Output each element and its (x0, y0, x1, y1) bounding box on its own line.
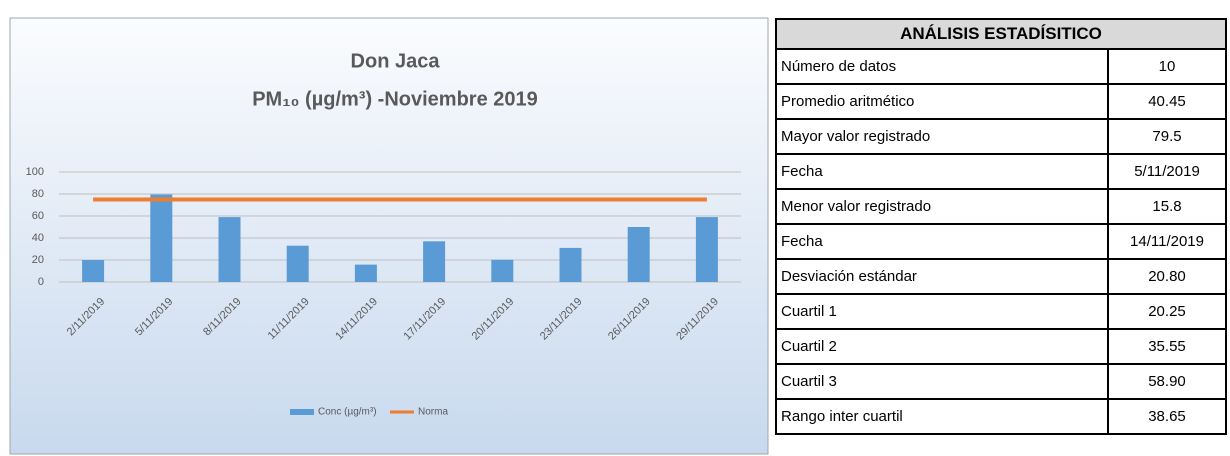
legend-label: Norma (418, 407, 448, 418)
stat-label: Menor valor registrado (775, 188, 1109, 225)
table-row: Cuartil 2 35.55 (775, 328, 1227, 365)
chart: Don Jaca PM₁₀ (µg/m³) -Noviembre 2019 0 2… (9, 17, 769, 455)
stat-label: Desviación estándar (775, 258, 1109, 295)
stat-value: 15.8 (1107, 188, 1227, 225)
bar (627, 227, 650, 282)
stat-label: Cuartil 3 (775, 363, 1109, 400)
legend-label: Conc (µg/m³) (318, 407, 377, 418)
y-tick-label: 40 (32, 232, 44, 244)
stat-label: Cuartil 2 (775, 328, 1109, 365)
table-row: Cuartil 1 20.25 (775, 293, 1227, 330)
table-row: Cuartil 3 58.90 (775, 363, 1227, 400)
bar (82, 260, 105, 282)
stat-value: 20.80 (1107, 258, 1227, 295)
chart-subtitle: PM₁₀ (µg/m³) -Noviembre 2019 (252, 88, 538, 110)
stat-label: Rango inter cuartil (775, 398, 1109, 435)
stat-value: 38.65 (1107, 398, 1227, 435)
y-tick-label: 100 (26, 166, 44, 178)
stat-label: Promedio aritmético (775, 83, 1109, 120)
stat-label: Fecha (775, 223, 1109, 260)
stat-value: 79.5 (1107, 118, 1227, 155)
stat-value: 58.90 (1107, 363, 1227, 400)
stat-label: Mayor valor registrado (775, 118, 1109, 155)
table-row: Fecha 5/11/2019 (775, 153, 1227, 190)
stat-value: 40.45 (1107, 83, 1227, 120)
stat-value: 5/11/2019 (1107, 153, 1227, 190)
chart-panel (9, 17, 769, 455)
chart-title: Don Jaca (351, 50, 441, 72)
bar (695, 217, 718, 282)
stats-table: ANÁLISIS ESTADÍSITICO Número de datos 10 P… (775, 18, 1227, 435)
y-tick-label: 60 (32, 210, 44, 222)
table-row: Mayor valor registrado 79.5 (775, 118, 1227, 155)
y-tick-label: 0 (38, 276, 44, 288)
table-row: Rango inter cuartil 38.65 (775, 398, 1227, 435)
stat-label: Número de datos (775, 48, 1109, 85)
bar (218, 217, 241, 282)
bar (423, 241, 446, 282)
table-title: ANÁLISIS ESTADÍSITICO (775, 18, 1227, 50)
legend-swatch (290, 409, 314, 415)
stat-label: Fecha (775, 153, 1109, 190)
stat-value: 14/11/2019 (1107, 223, 1227, 260)
bar (559, 247, 582, 282)
stat-value: 35.55 (1107, 328, 1227, 365)
table-row: Promedio aritmético 40.45 (775, 83, 1227, 120)
bar (286, 245, 309, 282)
bar (150, 194, 173, 282)
table-row: Menor valor registrado 15.8 (775, 188, 1227, 225)
bar (491, 259, 514, 282)
y-tick-label: 20 (32, 254, 44, 266)
bar (354, 264, 377, 282)
y-tick-label: 80 (32, 188, 44, 200)
stat-value: 10 (1107, 48, 1227, 85)
stat-value: 20.25 (1107, 293, 1227, 330)
table-row: Desviación estándar 20.80 (775, 258, 1227, 295)
table-row: Número de datos 10 (775, 48, 1227, 85)
table-row: Fecha 14/11/2019 (775, 223, 1227, 260)
stat-label: Cuartil 1 (775, 293, 1109, 330)
